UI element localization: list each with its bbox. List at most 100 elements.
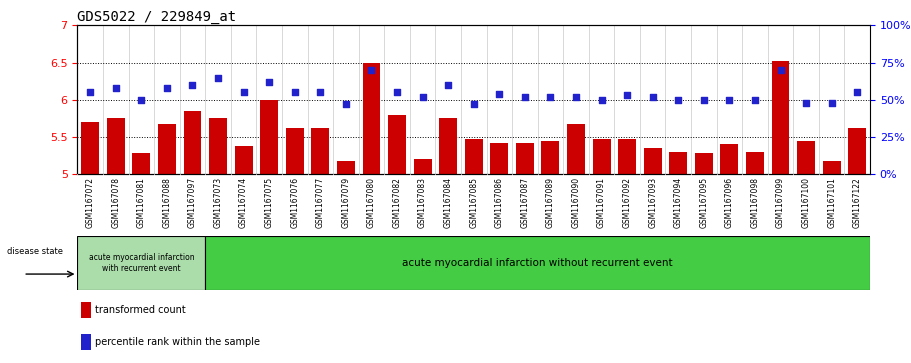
Text: GSM1167085: GSM1167085 [469, 177, 478, 228]
Bar [210, 118, 227, 174]
Text: GSM1167087: GSM1167087 [520, 177, 529, 228]
Text: GSM1167082: GSM1167082 [393, 177, 402, 228]
Bar [414, 159, 432, 174]
Point [236, 90, 251, 95]
Text: GSM1167078: GSM1167078 [111, 177, 120, 228]
Bar [619, 139, 636, 174]
Text: GSM1167072: GSM1167072 [86, 177, 95, 228]
Bar [541, 141, 559, 174]
Text: GSM1167092: GSM1167092 [622, 177, 631, 228]
Text: GSM1167094: GSM1167094 [674, 177, 682, 228]
Bar [567, 125, 585, 174]
Bar [205, 236, 870, 290]
Bar [81, 122, 99, 174]
Bar [848, 128, 866, 174]
Point [748, 97, 763, 103]
Text: GSM1167073: GSM1167073 [213, 177, 222, 228]
Text: GSM1167100: GSM1167100 [802, 177, 811, 228]
Point [722, 97, 737, 103]
Bar [183, 111, 201, 174]
Bar [261, 100, 278, 174]
Text: GSM1167091: GSM1167091 [597, 177, 606, 228]
Bar [363, 62, 381, 174]
Point [441, 82, 456, 88]
Bar [721, 144, 738, 174]
Bar [516, 143, 534, 174]
Point [364, 67, 379, 73]
Point [313, 90, 328, 95]
Text: GDS5022 / 229849_at: GDS5022 / 229849_at [77, 11, 237, 24]
Text: GSM1167095: GSM1167095 [700, 177, 709, 228]
Bar [490, 143, 508, 174]
Text: GSM1167122: GSM1167122 [853, 177, 862, 228]
Point [288, 90, 302, 95]
Bar [797, 141, 815, 174]
Text: GSM1167084: GSM1167084 [444, 177, 453, 228]
Bar [823, 161, 841, 174]
Point [339, 101, 353, 107]
Bar [286, 128, 303, 174]
Point [799, 100, 814, 106]
Text: percentile rank within the sample: percentile rank within the sample [95, 337, 260, 347]
Text: disease state: disease state [7, 247, 63, 256]
Text: GSM1167077: GSM1167077 [316, 177, 325, 228]
Bar [670, 152, 687, 174]
Point [517, 94, 532, 100]
Text: GSM1167097: GSM1167097 [188, 177, 197, 228]
Text: acute myocardial infarction
with recurrent event: acute myocardial infarction with recurre… [88, 253, 194, 273]
Bar [132, 154, 150, 174]
Point [594, 97, 609, 103]
Text: GSM1167101: GSM1167101 [827, 177, 836, 228]
Text: GSM1167074: GSM1167074 [239, 177, 248, 228]
Point [415, 94, 430, 100]
Bar [592, 139, 610, 174]
Text: GSM1167079: GSM1167079 [342, 177, 351, 228]
Point [543, 94, 558, 100]
Point [773, 67, 788, 73]
Bar [388, 115, 406, 174]
Text: GSM1167099: GSM1167099 [776, 177, 785, 228]
Point [824, 100, 839, 106]
Text: GSM1167090: GSM1167090 [571, 177, 580, 228]
Text: GSM1167080: GSM1167080 [367, 177, 376, 228]
Point [466, 101, 481, 107]
Text: GSM1167083: GSM1167083 [418, 177, 427, 228]
Bar [107, 118, 125, 174]
Bar [312, 128, 329, 174]
Bar [235, 146, 252, 174]
Text: GSM1167086: GSM1167086 [495, 177, 504, 228]
Text: GSM1167076: GSM1167076 [291, 177, 299, 228]
Bar [465, 139, 483, 174]
Text: GSM1167096: GSM1167096 [725, 177, 734, 228]
Bar [772, 61, 790, 174]
Point [261, 79, 276, 85]
Bar [746, 152, 764, 174]
Bar [439, 118, 457, 174]
Point [697, 97, 711, 103]
Point [492, 91, 507, 97]
Bar [337, 161, 354, 174]
Text: GSM1167089: GSM1167089 [546, 177, 555, 228]
Text: GSM1167098: GSM1167098 [751, 177, 760, 228]
Point [134, 97, 148, 103]
Bar [644, 148, 661, 174]
Point [619, 93, 634, 98]
Bar [77, 236, 205, 290]
Point [390, 90, 404, 95]
Bar [81, 334, 91, 350]
Text: GSM1167075: GSM1167075 [265, 177, 273, 228]
Point [645, 94, 660, 100]
Text: transformed count: transformed count [95, 305, 186, 315]
Point [108, 85, 123, 91]
Point [210, 74, 225, 80]
Point [850, 90, 865, 95]
Point [83, 90, 97, 95]
Bar [81, 302, 91, 318]
Text: GSM1167081: GSM1167081 [137, 177, 146, 228]
Point [159, 85, 174, 91]
Point [185, 82, 200, 88]
Text: acute myocardial infarction without recurrent event: acute myocardial infarction without recu… [403, 258, 673, 268]
Text: GSM1167093: GSM1167093 [649, 177, 657, 228]
Point [568, 94, 583, 100]
Text: GSM1167088: GSM1167088 [162, 177, 171, 228]
